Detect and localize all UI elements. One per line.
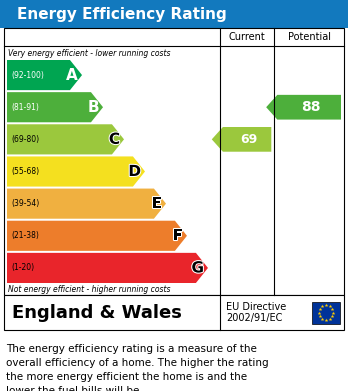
- Text: Very energy efficient - lower running costs: Very energy efficient - lower running co…: [8, 50, 171, 59]
- Text: A: A: [66, 68, 78, 83]
- Text: (39-54): (39-54): [11, 199, 39, 208]
- Polygon shape: [212, 127, 271, 152]
- Polygon shape: [7, 156, 145, 187]
- Text: Potential: Potential: [288, 32, 331, 42]
- Text: The energy efficiency rating is a measure of the
overall efficiency of a home. T: The energy efficiency rating is a measur…: [6, 344, 269, 391]
- Polygon shape: [7, 92, 103, 122]
- Polygon shape: [7, 124, 124, 154]
- Text: Not energy efficient - higher running costs: Not energy efficient - higher running co…: [8, 285, 171, 294]
- Bar: [0, 0, 348, 28]
- Text: Current: Current: [229, 32, 266, 42]
- Text: (21-38): (21-38): [11, 231, 39, 240]
- Polygon shape: [7, 188, 166, 219]
- Text: (1-20): (1-20): [11, 264, 34, 273]
- Text: 2002/91/EC: 2002/91/EC: [226, 312, 282, 323]
- Text: England & Wales: England & Wales: [12, 303, 182, 321]
- Polygon shape: [266, 95, 341, 120]
- Text: 69: 69: [241, 133, 258, 146]
- Polygon shape: [7, 60, 82, 90]
- Bar: [4, 295, 344, 330]
- Text: B: B: [87, 100, 99, 115]
- Bar: [312, 301, 340, 323]
- Text: Energy Efficiency Rating: Energy Efficiency Rating: [17, 7, 227, 22]
- Text: (81-91): (81-91): [11, 103, 39, 112]
- Text: (69-80): (69-80): [11, 135, 39, 144]
- Text: 88: 88: [302, 100, 321, 114]
- Text: EU Directive: EU Directive: [226, 303, 286, 312]
- Polygon shape: [7, 253, 208, 283]
- Text: C: C: [109, 132, 120, 147]
- Text: D: D: [128, 164, 141, 179]
- Text: (92-100): (92-100): [11, 70, 44, 80]
- Bar: [4, 28, 344, 295]
- Text: (55-68): (55-68): [11, 167, 39, 176]
- Text: G: G: [191, 260, 204, 275]
- Text: E: E: [152, 196, 162, 211]
- Polygon shape: [7, 221, 187, 251]
- Text: F: F: [173, 228, 183, 243]
